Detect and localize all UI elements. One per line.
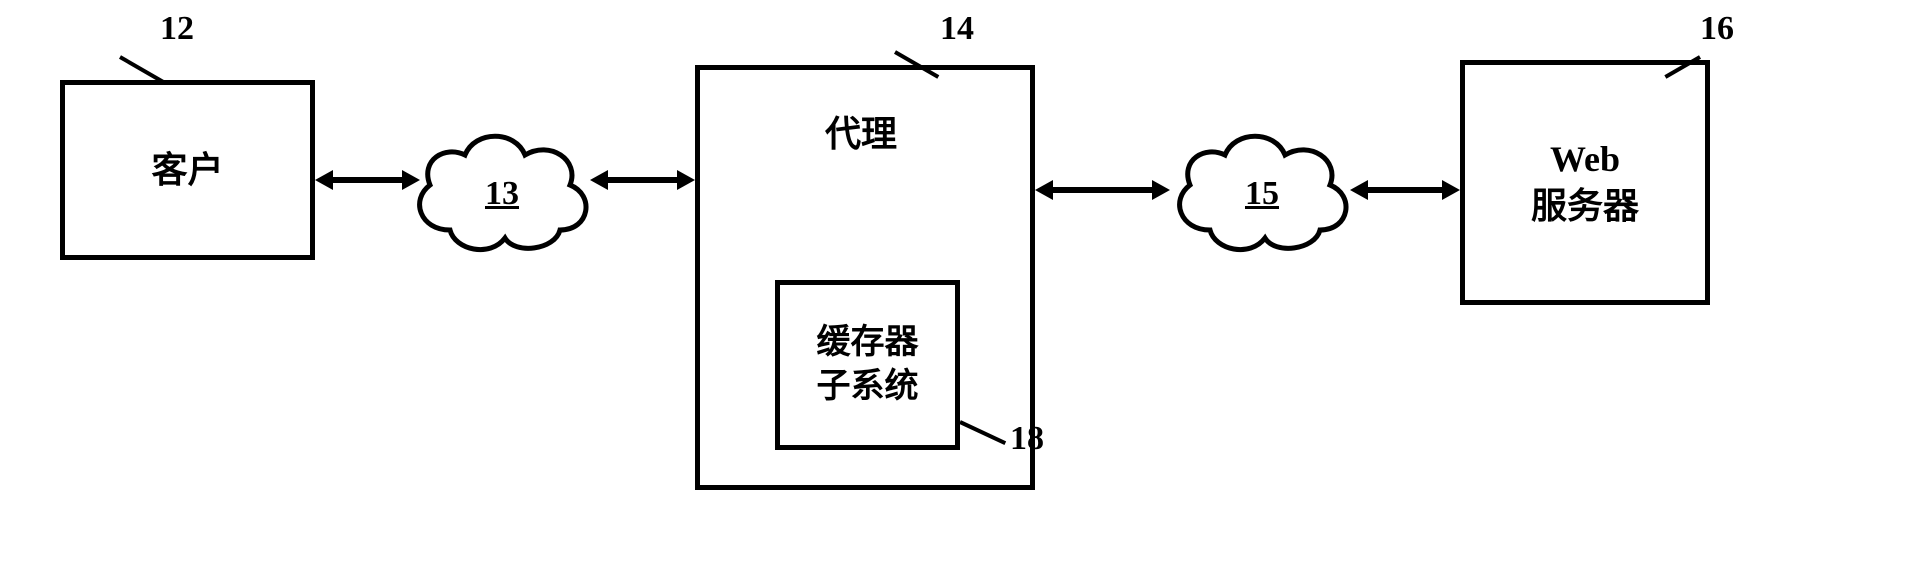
server-box: Web服务器 [1460,60,1710,305]
arrow-cloud1-proxy [590,160,695,200]
server-label: Web服务器 [1531,136,1639,230]
arrow-cloud2-server [1350,170,1460,210]
cloud-13-label: 13 [485,175,519,213]
arrow-proxy-cloud2 [1035,170,1170,210]
client-box: 客户 [60,80,315,260]
cloud-15-label: 15 [1245,175,1279,213]
arrow-client-cloud1 [315,160,420,200]
proxy-label: 代理 [825,105,897,157]
cache-subsystem-box: 缓存器子系统 [775,280,960,450]
ref-18: 18 [1010,420,1044,458]
cache-subsystem-label: 缓存器子系统 [817,321,919,409]
client-label: 客户 [151,147,223,194]
ref-16: 16 [1700,10,1734,48]
ref-12: 12 [160,10,194,48]
ref-14: 14 [940,10,974,48]
